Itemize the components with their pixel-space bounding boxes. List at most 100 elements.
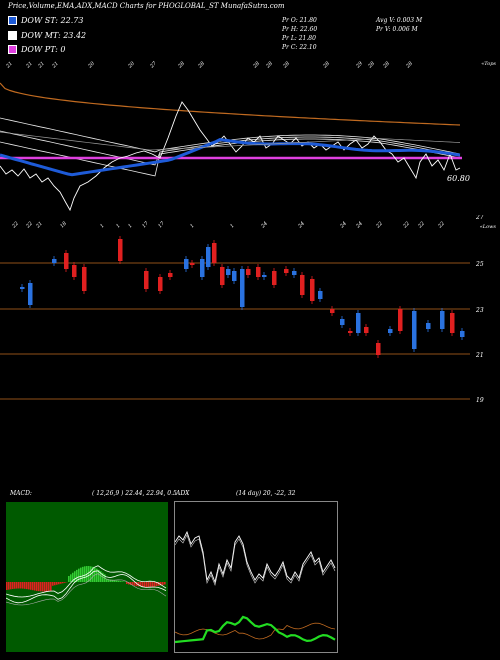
macd-histogram-bar (54, 582, 56, 586)
mid-date-label: 18 (59, 221, 68, 230)
macd-histogram-bar (12, 582, 14, 589)
candle-body (232, 271, 237, 281)
top-date-label: 20 (126, 60, 136, 70)
macd-histogram-bar (96, 568, 98, 582)
candle-body (412, 311, 417, 349)
mid-date-label: 22 (374, 221, 383, 230)
tops-label: «Tops (481, 61, 496, 67)
stat-close: Pr C: 22.10 (282, 44, 317, 51)
candle-body (144, 271, 149, 289)
macd-histogram-bar (128, 582, 130, 585)
mid-date-label: 22 (416, 221, 425, 230)
macd-histogram-bar (68, 576, 70, 582)
macd-histogram-bar (114, 580, 116, 582)
macd-histogram-bar (18, 582, 20, 589)
macd-histogram-bar (162, 582, 164, 585)
macd-histogram-bar (6, 582, 8, 590)
macd-histogram-bar (120, 581, 122, 582)
macd-histogram-bar (52, 582, 54, 586)
macd-histogram-bar (64, 582, 66, 583)
legend-dow-st: DOW ST: 22.73 (8, 15, 83, 26)
candle-body (450, 313, 455, 333)
macd-histogram-bar (164, 582, 166, 585)
macd-histogram-bar (116, 580, 118, 582)
macd-histogram-bar (102, 572, 104, 582)
macd-histogram-bar (42, 582, 44, 592)
price-line (0, 101, 461, 212)
price-ema-chart: «Tops 60.80 21 21 21 21 20 20 27 28 28 28 28 28 28 29… (0, 60, 496, 212)
top-date-label: 20 (86, 60, 96, 70)
adx-line (175, 530, 336, 584)
macd-extra-line (6, 573, 167, 606)
candle-body (28, 283, 33, 305)
top-date-label: 28 (321, 61, 330, 70)
adx-panel (174, 501, 338, 653)
top-date-label: 28 (281, 61, 290, 70)
price-axis-label: 27 (475, 215, 484, 221)
candle-body (190, 263, 195, 265)
macd-histogram-bar (30, 582, 32, 590)
macd-histogram-bar (76, 569, 78, 582)
legend-label-mt: DOW MT: 23.42 (21, 31, 87, 40)
macd-histogram-bar (112, 579, 114, 582)
macd-histogram-bar (98, 569, 100, 582)
candle-body (206, 247, 211, 267)
macd-histogram-bar (82, 566, 84, 582)
mid-date-label: 1 (189, 223, 195, 229)
candle-body (440, 311, 445, 329)
macd-histogram-bar (118, 580, 120, 582)
top-date-label: 28 (251, 61, 260, 70)
mid-date-label: 24 (296, 221, 305, 230)
candle-body (256, 267, 261, 277)
price-axis-label: 21 (475, 352, 484, 359)
candle-body (272, 271, 277, 285)
stat-low: Pr L: 21.80 (282, 35, 316, 42)
legend-label-st: DOW ST: 22.73 (21, 16, 84, 25)
mid-date-label: 22 (401, 221, 410, 230)
candle-body (118, 239, 123, 261)
price-axis-label: 23 (475, 307, 484, 314)
candle-body (220, 267, 225, 285)
macd-histogram-bar (8, 582, 10, 590)
plus-di-line (175, 615, 336, 644)
macd-histogram-bar (56, 582, 58, 585)
macd-histogram-bar (60, 582, 62, 584)
candle-body (200, 259, 205, 277)
macd-histogram-bar (100, 571, 102, 582)
macd-histogram-bar (150, 582, 152, 587)
price-axis-label: 25 (475, 261, 484, 268)
macd-histogram-bar (48, 582, 50, 592)
candle-body (330, 309, 335, 313)
candle-body (168, 273, 173, 277)
price-axis-label: 19 (476, 397, 484, 404)
macd-histogram-bar (146, 582, 148, 587)
legend-swatch-st (8, 16, 17, 25)
mid-date-label: 24 (259, 221, 268, 230)
top-date-label: 28 (404, 61, 413, 70)
adx-line-shadow (175, 534, 336, 587)
top-date-label: 21 (24, 61, 33, 70)
top-date-label: 21 (50, 61, 59, 70)
mid-date-label: 22 (436, 221, 445, 230)
macd-histogram-bar (40, 582, 42, 592)
ema-band-line (0, 117, 461, 155)
macd-histogram-bar (28, 582, 30, 590)
candle-body (72, 265, 77, 277)
macd-histogram-bar (22, 582, 24, 589)
macd-histogram-bar (88, 566, 90, 582)
macd-title: MACD: (10, 490, 32, 497)
candle-body (340, 319, 345, 325)
macd-histogram-bar (138, 582, 140, 587)
legend-swatch-mt (8, 31, 17, 40)
top-date-label: 28 (196, 61, 205, 70)
macd-histogram-bar (110, 579, 112, 582)
legend-dow-mt: DOW MT: 23.42 (8, 30, 86, 41)
top-date-label: 28 (366, 61, 375, 70)
macd-histogram-bar (126, 582, 128, 584)
candle-body (310, 279, 315, 301)
macd-histogram-bar (140, 582, 142, 587)
ema-short-line (0, 137, 461, 177)
macd-histogram-bar (72, 572, 74, 582)
lows-label: «Lows (480, 224, 497, 230)
